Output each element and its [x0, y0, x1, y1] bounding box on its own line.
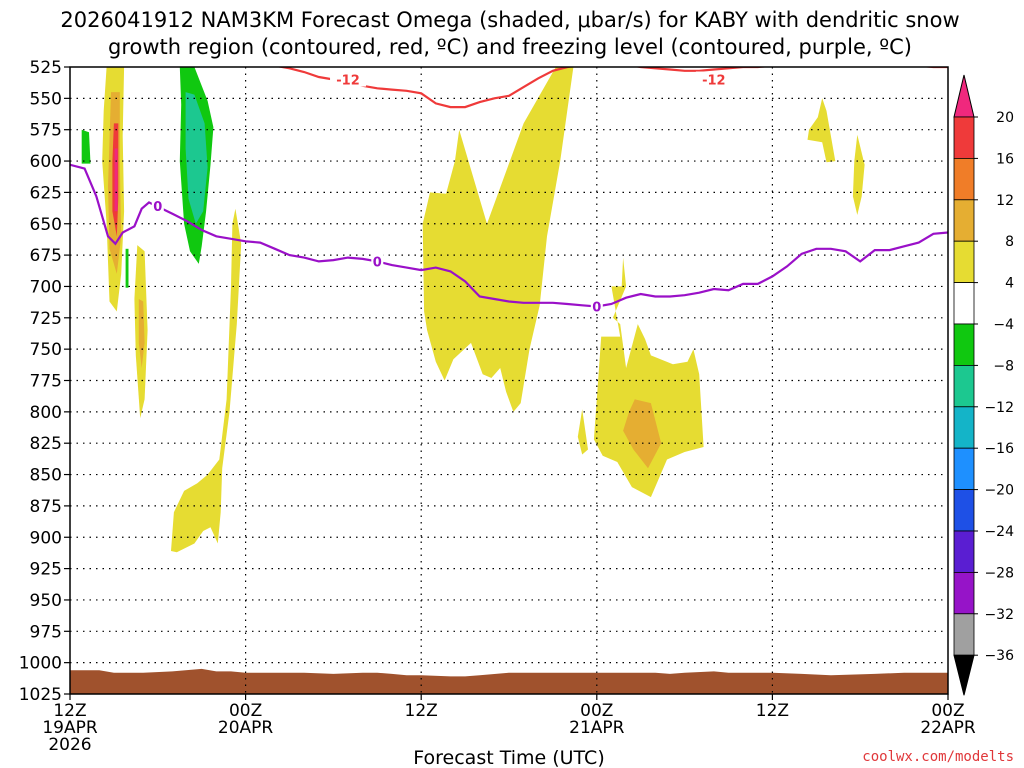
y-tick-label-550: 550	[30, 89, 62, 109]
omega-shading-layer	[70, 67, 948, 694]
colorbar-swatch-4	[953, 282, 975, 325]
colorbar-label-11: −28	[984, 565, 1014, 581]
chart-title-line-2: growth region (contoured, red, ºC) and f…	[108, 35, 912, 59]
upward-motion-l	[807, 98, 836, 163]
freezing-label-2: 0	[373, 255, 382, 270]
x-tick-label-36-1: 21APR	[569, 718, 625, 738]
dgz-label-1: -12	[336, 74, 360, 89]
upward-motion-h	[422, 67, 574, 412]
y-tick-label-950: 950	[30, 591, 62, 611]
colorbar-swatch-6	[953, 364, 975, 408]
colorbar-label-6: −8	[993, 358, 1014, 374]
x-tick-label-0-2: 2026	[48, 735, 91, 755]
upward-motion-k	[623, 399, 662, 469]
downward-motion-b	[125, 248, 129, 288]
pressure-axis: 525 550 575 600 625 650 675 700 725 750 775 800 825 8…	[19, 58, 70, 705]
colorbar-swatch-7	[953, 406, 975, 449]
upward-motion-i	[577, 409, 588, 455]
colorbar-swatch-2	[953, 199, 975, 242]
omega-colorbar: 20 16 12 8 4 −4 −8 −12 −16 −20 −24 −28 −32 −36	[953, 74, 1014, 696]
y-tick-label-850: 850	[30, 466, 62, 486]
x-tick-label-48-0: 12Z	[756, 701, 789, 721]
y-tick-label-725: 725	[30, 309, 62, 329]
x-tick-label-12-0: 00Z	[229, 701, 262, 721]
y-tick-label-750: 750	[30, 340, 62, 360]
freezing-label-3-bg	[590, 298, 603, 314]
x-tick-label-0-0: 12Z	[53, 701, 86, 721]
y-tick-label-900: 900	[30, 528, 62, 548]
y-tick-label-800: 800	[30, 403, 62, 423]
y-tick-label-700: 700	[30, 277, 62, 297]
y-tick-label-650: 650	[30, 215, 62, 235]
y-tick-label-1025: 1025	[19, 685, 62, 705]
y-tick-label-975: 975	[30, 622, 62, 642]
y-tick-label-675: 675	[30, 246, 62, 266]
downward-motion-d	[185, 92, 208, 224]
upward-motion-g	[171, 208, 242, 553]
downward-motion-a	[81, 129, 91, 164]
colorbar-label-5: −4	[993, 317, 1014, 333]
y-tick-label-925: 925	[30, 560, 62, 580]
colorbar-label-3: 8	[1005, 234, 1014, 250]
upward-motion-f	[138, 299, 145, 368]
colorbar-swatch-12	[953, 613, 975, 656]
freezing-label-1-bg	[151, 198, 164, 214]
colorbar-swatch-11	[953, 572, 975, 615]
y-tick-label-625: 625	[30, 183, 62, 203]
freezing-label-1: 0	[153, 200, 162, 215]
colorbar-swatch-5	[953, 323, 975, 366]
x-tick-label-12-1: 20APR	[218, 718, 274, 738]
colorbar-label-0: 20	[996, 110, 1014, 126]
freezing-label-3: 0	[592, 301, 601, 316]
pressure-time-grid	[70, 67, 948, 694]
y-tick-label-575: 575	[30, 121, 62, 141]
upward-motion-j	[593, 257, 704, 498]
x-tick-label-60-1: 22APR	[920, 718, 976, 738]
colorbar-label-8: −16	[984, 441, 1014, 457]
x-tick-label-0-1: 19APR	[42, 718, 98, 738]
colorbar-swatch-8	[953, 447, 975, 491]
contour-lines-layer: 0 0 0 -12 -12	[70, 67, 948, 316]
upward-motion-m	[852, 134, 865, 215]
dgz-label-2-bg	[695, 71, 732, 87]
colorbar-swatch-0	[953, 116, 975, 159]
dgz-label-1-bg	[330, 71, 367, 87]
freezing-label-2-bg	[371, 253, 384, 269]
colorbar-swatch-9	[953, 489, 975, 532]
colorbar-label-7: −12	[984, 400, 1014, 416]
y-tick-label-1000: 1000	[19, 654, 62, 674]
colorbar-label-1: 16	[996, 151, 1014, 167]
freezing-level-line	[70, 163, 948, 308]
colorbar-swatch-10	[953, 530, 975, 573]
credit-link[interactable]: coolwx.com/modelts	[862, 749, 1014, 765]
colorbar-label-10: −24	[984, 524, 1014, 540]
colorbar-label-13: −36	[984, 648, 1014, 664]
upward-motion-d	[114, 148, 118, 212]
x-tick-label-24-0: 12Z	[405, 701, 438, 721]
x-axis-label: Forecast Time (UTC)	[413, 747, 604, 768]
dgz-label-2: -12	[702, 74, 726, 89]
colorbar-label-9: −20	[984, 483, 1014, 499]
x-tick-label-36-0: 00Z	[580, 701, 613, 721]
colorbar-label-4: 4	[1005, 276, 1014, 292]
colorbar-bottom-arrow	[953, 654, 975, 696]
colorbar-top-arrow	[953, 74, 975, 118]
colorbar-label-2: 12	[996, 193, 1014, 209]
y-tick-label-600: 600	[30, 152, 62, 172]
y-tick-label-825: 825	[30, 434, 62, 454]
ground-surface	[70, 668, 948, 694]
colorbar-swatch-1	[953, 157, 975, 201]
x-tick-label-60-0: 00Z	[931, 701, 964, 721]
colorbar-swatch-3	[953, 240, 975, 283]
y-tick-label-525: 525	[30, 58, 62, 78]
chart-title-line-1: 2026041912 NAM3KM Forecast Omega (shaded…	[60, 8, 959, 32]
colorbar-label-12: −32	[984, 607, 1014, 623]
y-tick-label-775: 775	[30, 372, 62, 392]
y-tick-label-875: 875	[30, 497, 62, 517]
